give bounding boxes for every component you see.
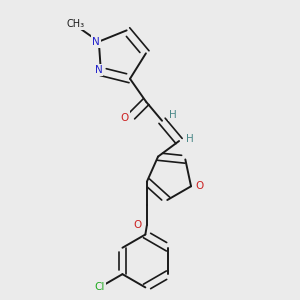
Text: H: H <box>169 110 177 120</box>
Text: CH₃: CH₃ <box>66 19 84 28</box>
Text: O: O <box>134 220 142 230</box>
Text: O: O <box>196 181 204 191</box>
Text: Cl: Cl <box>94 282 104 292</box>
Text: O: O <box>121 112 129 123</box>
Text: H: H <box>186 134 194 145</box>
Text: N: N <box>94 65 102 75</box>
Text: N: N <box>92 37 100 46</box>
